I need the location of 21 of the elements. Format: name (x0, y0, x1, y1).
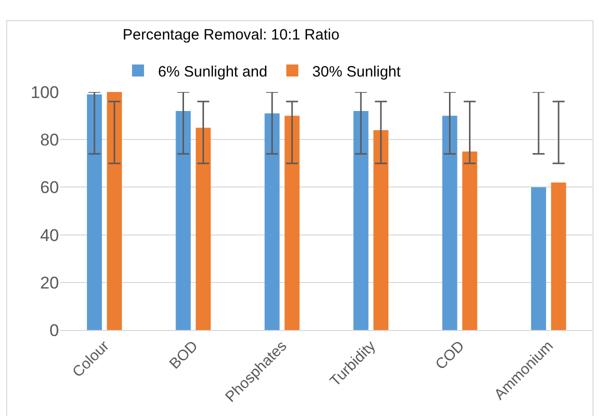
bar (196, 128, 211, 330)
legend-label: 30% Sunlight (312, 63, 402, 80)
y-tick-label: 60 (40, 178, 59, 198)
y-tick-label: 100 (30, 82, 59, 102)
y-tick-label: 80 (40, 130, 59, 150)
bar (176, 111, 191, 330)
legend-label: 6% Sunlight and (158, 63, 268, 80)
bar (264, 113, 280, 330)
bar (284, 116, 300, 330)
bar (442, 116, 458, 330)
bar (106, 92, 122, 330)
bar (551, 182, 566, 330)
bar (531, 187, 546, 330)
bar (353, 111, 368, 330)
chart-title: Percentage Removal: 10:1 Ratio (122, 26, 340, 44)
bar (86, 94, 102, 330)
bar (462, 152, 478, 330)
y-tick-label: 20 (40, 273, 59, 292)
y-tick-label: 0 (50, 320, 59, 340)
y-tick-label: 40 (40, 226, 59, 245)
bar (373, 130, 388, 330)
